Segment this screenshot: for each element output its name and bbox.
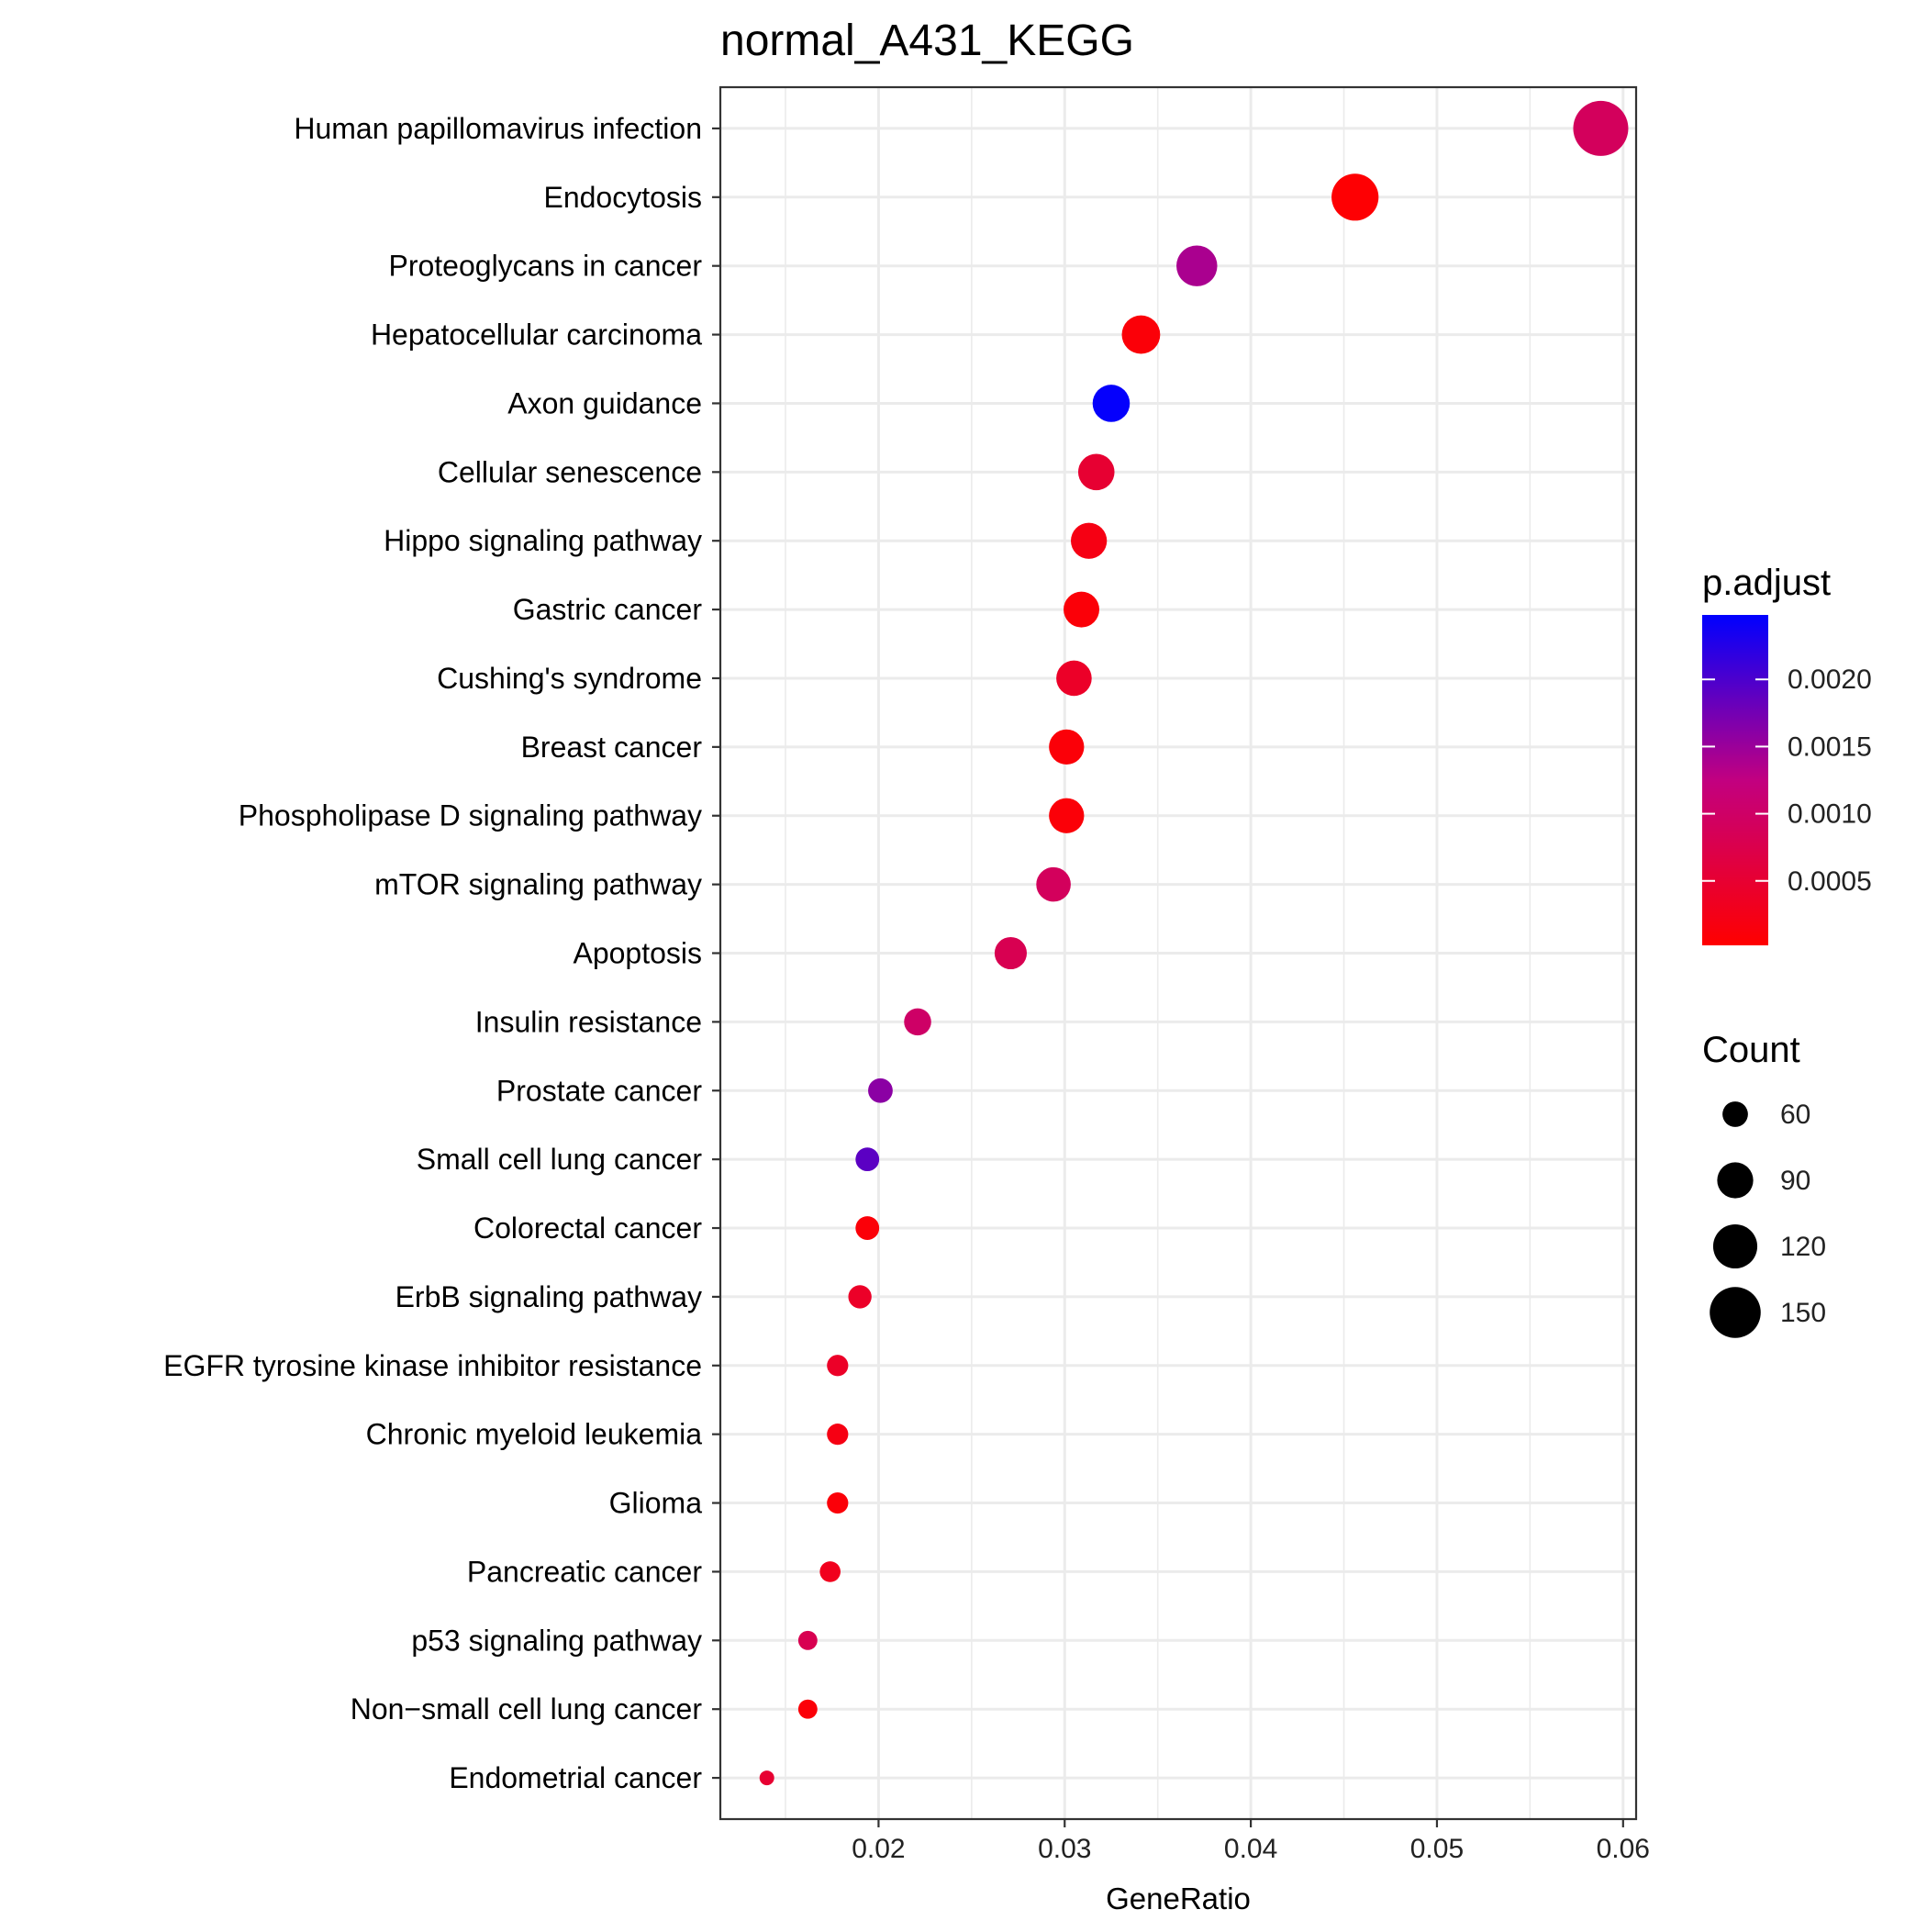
color-legend-label: 0.0010	[1788, 799, 1872, 830]
y-axis-label: Apoptosis	[573, 937, 702, 970]
color-legend-label: 0.0020	[1788, 664, 1872, 695]
y-axis-label: Non−small cell lung cancer	[351, 1692, 703, 1725]
x-tick-label: 0.04	[1224, 1834, 1277, 1864]
color-legend: p.adjust 0.0020 0.0015 0.0010 0.0005	[1702, 563, 1872, 945]
y-axis-label: Pancreatic cancer	[467, 1555, 702, 1588]
y-axis-label: Endocytosis	[543, 181, 702, 214]
data-point	[819, 1561, 841, 1582]
data-point	[855, 1147, 880, 1172]
y-axis-label: Chronic myeloid leukemia	[366, 1418, 703, 1451]
data-point	[1070, 522, 1108, 559]
data-point	[1176, 245, 1218, 286]
x-tick-label: 0.05	[1410, 1834, 1464, 1864]
y-axis-label: Axon guidance	[507, 386, 702, 419]
y-axis-label: Cushing's syndrome	[437, 662, 702, 695]
data-point	[1036, 866, 1071, 902]
plot-grid	[720, 87, 1636, 1819]
color-legend-title: p.adjust	[1702, 563, 1831, 603]
data-point	[848, 1285, 872, 1309]
data-point	[827, 1424, 849, 1446]
y-axis-label: Glioma	[609, 1487, 703, 1520]
y-axis-label: Phospholipase D signaling pathway	[239, 799, 702, 832]
data-point	[797, 1699, 818, 1719]
y-axis-label: Hepatocellular carcinoma	[371, 318, 702, 352]
data-point	[1049, 798, 1085, 833]
y-axis-label: Human papillomavirus infection	[294, 112, 702, 145]
x-axis-title: GeneRatio	[1106, 1882, 1251, 1915]
data-point	[827, 1491, 849, 1514]
size-legend-label: 120	[1780, 1232, 1826, 1262]
chart-title: normal_A431_KEGG	[720, 17, 1134, 65]
y-axis-label: mTOR signaling pathway	[374, 868, 702, 901]
data-point	[1077, 453, 1115, 491]
y-axis-label: EGFR tyrosine kinase inhibitor resistanc…	[163, 1349, 702, 1382]
y-axis-label: Endometrial cancer	[449, 1761, 702, 1794]
x-tick-label: 0.02	[852, 1834, 905, 1864]
x-axis: 0.02 0.03 0.04 0.05 0.06	[852, 1819, 1650, 1864]
data-point	[1121, 315, 1161, 354]
size-legend-dot	[1722, 1101, 1748, 1127]
y-axis-label: Breast cancer	[521, 731, 703, 764]
size-legend-label: 90	[1780, 1166, 1810, 1196]
data-point	[797, 1630, 818, 1650]
data-point	[855, 1216, 880, 1240]
data-point	[1049, 729, 1085, 765]
size-legend-dot	[1712, 1223, 1758, 1269]
y-axis-label: Proteoglycans in cancer	[388, 250, 702, 283]
y-axis-label: Colorectal cancer	[473, 1212, 702, 1245]
y-axis-label: p53 signaling pathway	[411, 1624, 702, 1657]
data-point	[1064, 591, 1099, 628]
y-axis-label: Insulin resistance	[475, 1005, 702, 1038]
size-legend-title: Count	[1702, 1030, 1800, 1070]
y-axis-label: Gastric cancer	[513, 593, 703, 626]
data-point	[994, 936, 1027, 970]
y-axis-label: Prostate cancer	[496, 1074, 702, 1107]
color-legend-ticks: 0.0020 0.0015 0.0010 0.0005	[1702, 664, 1872, 897]
y-axis-label: Cellular senescence	[438, 455, 702, 488]
data-point	[1092, 385, 1131, 422]
data-point	[1056, 660, 1092, 697]
y-axis-label: Small cell lung cancer	[417, 1143, 703, 1176]
data-point	[868, 1078, 893, 1103]
x-tick-label: 0.03	[1038, 1834, 1091, 1864]
plot-points	[759, 100, 1629, 1786]
data-point	[1573, 100, 1629, 156]
size-legend-label: 150	[1780, 1298, 1826, 1328]
color-legend-label: 0.0015	[1788, 731, 1872, 762]
data-point	[1331, 173, 1379, 221]
y-axis-labels: Human papillomavirus infection Endocytosi…	[163, 112, 720, 1794]
y-axis-label: ErbB signaling pathway	[395, 1280, 702, 1313]
size-legend: Count 60 90 120 150	[1702, 1030, 1826, 1338]
x-tick-label: 0.06	[1597, 1834, 1650, 1864]
size-legend-label: 60	[1780, 1100, 1810, 1130]
data-point	[827, 1355, 849, 1377]
y-axis-label: Hippo signaling pathway	[384, 524, 702, 557]
data-point	[759, 1770, 774, 1786]
color-legend-bar	[1702, 615, 1768, 945]
color-legend-label: 0.0005	[1788, 866, 1872, 897]
size-legend-dot	[1710, 1287, 1761, 1338]
size-legend-dot	[1717, 1162, 1754, 1199]
size-legend-items: 60 90 120 150	[1710, 1100, 1826, 1338]
data-point	[904, 1008, 931, 1036]
